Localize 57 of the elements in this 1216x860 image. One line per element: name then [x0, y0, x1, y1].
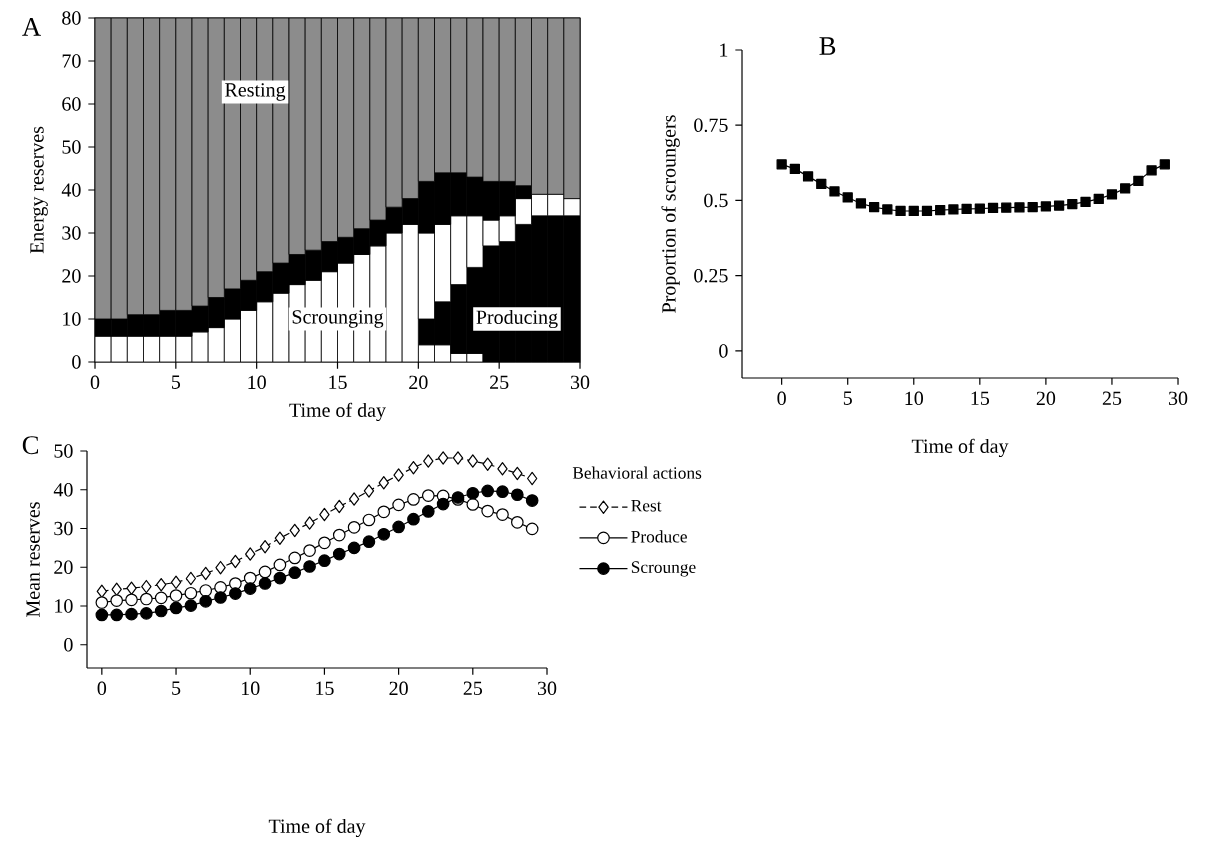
y-tick-label: 70: [62, 54, 81, 68]
x-tick-label: 15: [971, 391, 990, 405]
x-tick-label: 0: [777, 391, 786, 406]
y-tick-label: 30: [54, 521, 73, 536]
text: C: [22, 436, 39, 455]
x-tick-label: 20: [409, 375, 428, 390]
x-tick-label: 10: [241, 681, 260, 696]
x-axis-title: Time of day: [289, 402, 386, 422]
x-tick-label: 0: [97, 681, 107, 696]
x-tick-label: 10: [905, 391, 924, 406]
x-tick-label: 25: [463, 681, 483, 696]
x-tick-label: 15: [329, 375, 347, 389]
y-tick-label: 30: [62, 226, 81, 240]
y-tick-label: 0: [719, 344, 728, 358]
x-tick-label: 20: [389, 681, 408, 696]
y-tick-label: 60: [62, 97, 81, 111]
legend-label: Produce: [631, 530, 687, 543]
legend-label: Rest: [631, 500, 662, 512]
x-tick-label: 10: [248, 375, 266, 390]
x-tick-label: 30: [1168, 391, 1188, 406]
annotation: B: [819, 37, 836, 55]
x-axis-title: Time of day: [268, 818, 366, 838]
y-tick-label: 10: [55, 599, 73, 613]
y-tick-label: 0: [72, 355, 81, 369]
legend-title: Behavioral actions: [572, 466, 702, 479]
x-tick-label: 5: [172, 375, 181, 389]
x-tick-label: 30: [570, 375, 590, 390]
legend-label: Scrounge: [631, 561, 696, 577]
x-tick-label: 25: [1102, 391, 1122, 406]
series-label: Scrounging: [292, 310, 384, 328]
x-axis-title: Time of day: [911, 438, 1009, 458]
x-tick-label: 5: [172, 681, 181, 695]
y-tick-label: 40: [53, 483, 73, 497]
x-tick-label: 25: [490, 375, 509, 390]
y-tick-label: 50: [54, 444, 73, 458]
y-tick-label: 40: [61, 183, 81, 197]
y-axis-title: Energy reserves: [30, 126, 48, 254]
y-axis-title: Proportion of scroungers: [661, 115, 680, 313]
y-tick-label: 20: [62, 269, 81, 283]
y-tick-label: 50: [62, 140, 81, 154]
y-tick-label: 0.75: [694, 118, 728, 133]
series-label: Resting: [225, 83, 286, 101]
x-tick-label: 0: [90, 375, 100, 390]
y-tick-label: 1: [720, 43, 728, 57]
y-axis-title: Mean reserves: [26, 502, 40, 617]
x-tick-label: 5: [843, 391, 852, 405]
text: A: [22, 18, 41, 36]
y-tick-label: 80: [62, 11, 81, 25]
y-tick-label: 20: [54, 560, 73, 574]
x-tick-label: 30: [537, 681, 557, 696]
x-tick-label: 15: [316, 681, 334, 695]
x-tick-label: 20: [1036, 391, 1056, 406]
y-tick-label: 0: [64, 638, 73, 652]
y-tick-label: 0.5: [704, 193, 728, 208]
series-label: Producing: [476, 309, 558, 329]
y-tick-label: 0.25: [694, 268, 728, 283]
y-tick-label: 10: [63, 312, 81, 326]
